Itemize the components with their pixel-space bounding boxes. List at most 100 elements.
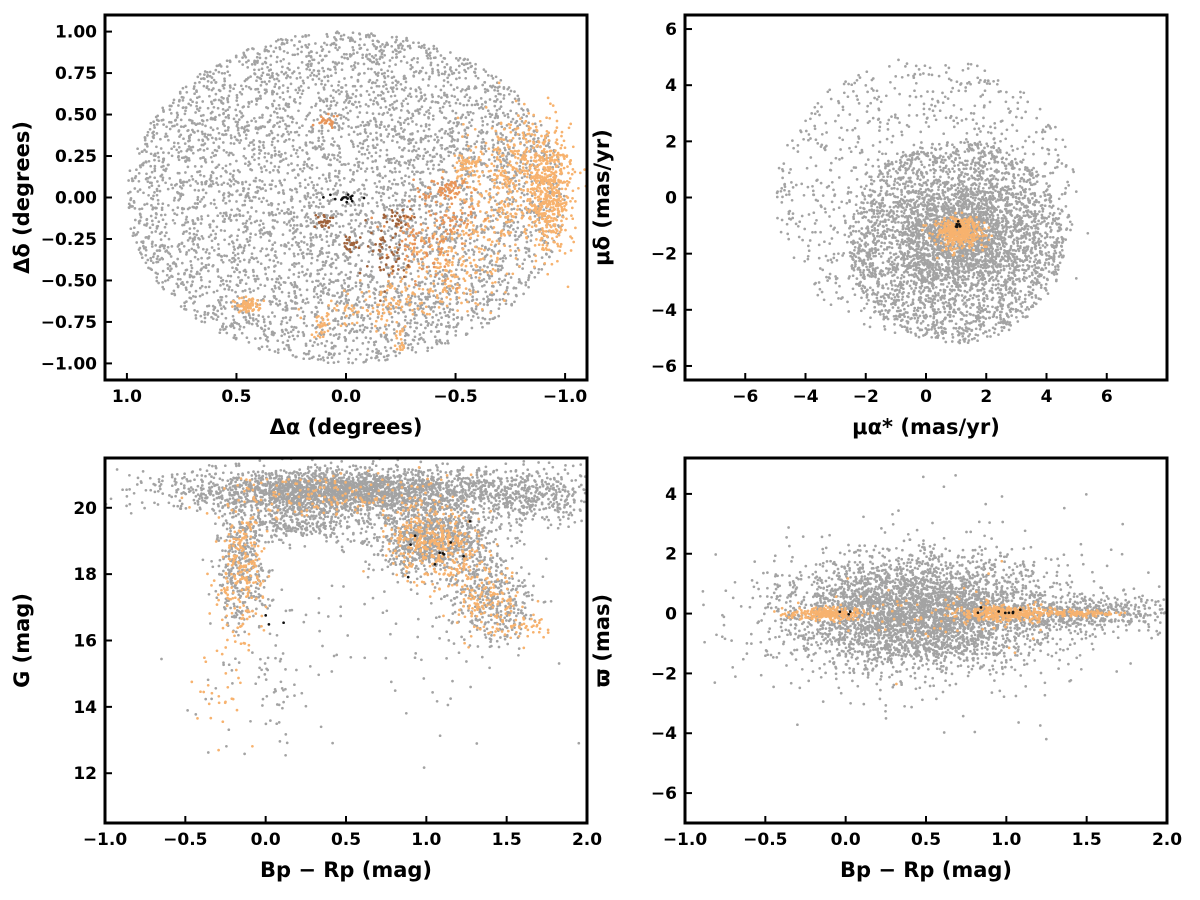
- star-point: [411, 164, 415, 167]
- star-point: [186, 128, 190, 132]
- star-point: [371, 350, 374, 353]
- star-point: [469, 144, 473, 148]
- star-point: [224, 133, 228, 136]
- star-point: [386, 188, 390, 191]
- star-point: [188, 232, 192, 235]
- star-point: [430, 346, 434, 350]
- star-point: [456, 138, 460, 141]
- star-point: [234, 214, 238, 217]
- star-point: [283, 347, 286, 351]
- star-point: [316, 296, 320, 299]
- star-point: [240, 331, 244, 335]
- star-point: [390, 76, 394, 80]
- star-point: [196, 198, 200, 201]
- star-point: [340, 315, 344, 319]
- star-point: [176, 245, 180, 248]
- star-point: [323, 110, 326, 114]
- star-point: [357, 165, 360, 169]
- star-point: [475, 312, 479, 316]
- star-point: [229, 274, 233, 278]
- star-point: [188, 236, 192, 240]
- star-point: [392, 203, 395, 207]
- star-point: [138, 212, 142, 216]
- star-point: [443, 132, 447, 135]
- star-point: [348, 39, 352, 43]
- star-point: [255, 87, 259, 91]
- star-point: [329, 100, 333, 103]
- star-point: [145, 235, 149, 239]
- star-point: [184, 171, 187, 174]
- star-point: [404, 191, 407, 195]
- star-point: [356, 133, 360, 136]
- star-point: [312, 289, 316, 293]
- star-point: [312, 118, 316, 122]
- star-point: [454, 329, 458, 333]
- star-point: [244, 318, 248, 322]
- star-point: [253, 63, 257, 66]
- star-point: [251, 317, 255, 320]
- star-point: [222, 305, 226, 308]
- star-point: [269, 161, 273, 165]
- star-point: [306, 195, 310, 198]
- star-point: [196, 310, 199, 313]
- star-point: [436, 49, 439, 53]
- star-point: [505, 286, 509, 290]
- star-point: [176, 277, 180, 281]
- star-point: [353, 330, 356, 334]
- star-point: [424, 71, 428, 75]
- star-point: [371, 34, 375, 37]
- star-point: [415, 246, 419, 250]
- star-point: [226, 108, 230, 112]
- star-point: [185, 288, 188, 292]
- star-point: [484, 115, 487, 119]
- star-point: [306, 76, 310, 79]
- star-point: [337, 83, 340, 87]
- star-point: [264, 189, 268, 192]
- star-point: [232, 245, 236, 249]
- star-point: [365, 290, 368, 294]
- star-point: [378, 326, 382, 330]
- star-point: [483, 196, 486, 200]
- star-point: [235, 99, 239, 102]
- star-point: [511, 200, 515, 204]
- star-point: [236, 128, 240, 132]
- star-point: [360, 282, 364, 286]
- star-point: [425, 233, 429, 237]
- star-point: [519, 153, 523, 157]
- star-point: [203, 320, 207, 324]
- star-point: [270, 91, 274, 94]
- star-point: [413, 335, 417, 339]
- star-point: [270, 143, 274, 147]
- star-point: [243, 225, 247, 229]
- star-point: [305, 163, 309, 166]
- star-point: [155, 118, 159, 122]
- star-point: [205, 248, 209, 251]
- star-point: [302, 166, 306, 170]
- star-point: [282, 201, 286, 204]
- star-point: [304, 213, 308, 217]
- star-point: [214, 206, 218, 210]
- star-point: [249, 87, 253, 91]
- star-point: [197, 246, 200, 249]
- star-point: [273, 77, 276, 81]
- star-point: [472, 250, 476, 254]
- star-point: [491, 84, 495, 88]
- star-point: [326, 35, 329, 38]
- star-point: [530, 259, 534, 263]
- star-point: [239, 193, 243, 196]
- star-point: [493, 104, 497, 108]
- star-point: [344, 273, 348, 277]
- star-point: [309, 236, 312, 240]
- star-point: [247, 160, 251, 164]
- star-point: [440, 316, 443, 319]
- star-point: [490, 113, 494, 117]
- star-point: [385, 205, 389, 209]
- star-point: [518, 164, 522, 168]
- star-point: [284, 71, 288, 74]
- star-point: [298, 184, 302, 188]
- star-point: [358, 300, 361, 304]
- star-point: [391, 135, 395, 138]
- star-point: [170, 292, 174, 296]
- star-point: [287, 241, 290, 245]
- star-point: [481, 120, 485, 123]
